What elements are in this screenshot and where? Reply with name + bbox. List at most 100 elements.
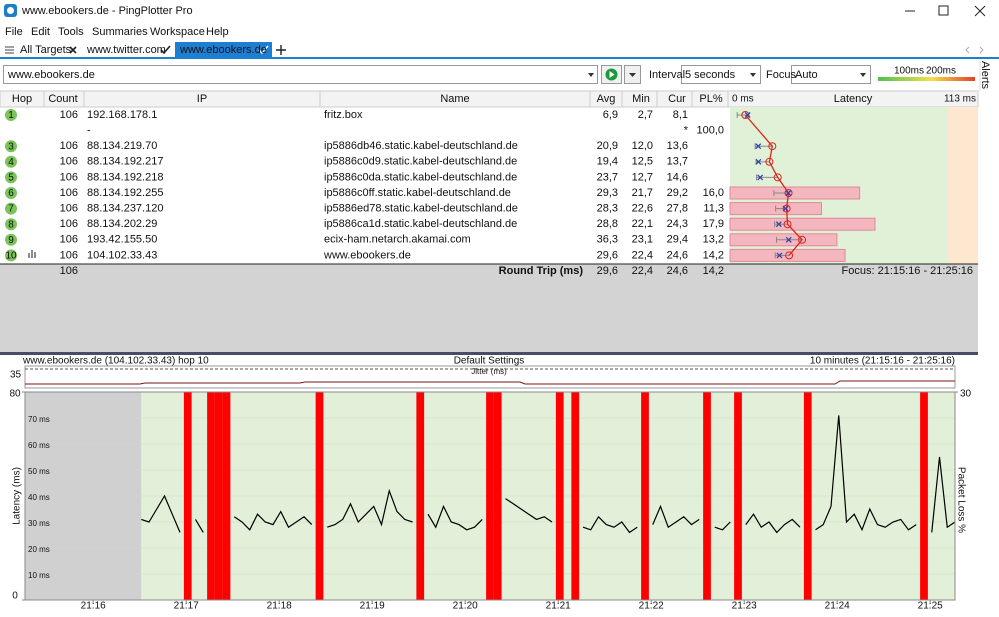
chart-range: 10 minutes (21:15:16 - 21:25:16) <box>810 356 955 367</box>
hop-name[interactable]: ip5886db46.static.kabel-deutschland.de <box>324 140 518 152</box>
tab-label[interactable]: www.ebookers.de <box>179 44 267 56</box>
hop-stat: 12,7 <box>632 171 653 183</box>
hop-stat: 29,4 <box>667 234 688 246</box>
column-header[interactable]: Cur <box>668 93 686 105</box>
hop-stat: 14,2 <box>703 249 724 261</box>
menu-item[interactable]: Help <box>206 26 229 38</box>
hop-stat: 28,8 <box>597 218 618 230</box>
hop-stat: 23,7 <box>597 171 618 183</box>
x-tick-label: 21:24 <box>825 601 850 612</box>
hop-number: 3 <box>8 141 14 152</box>
hop-number: 4 <box>8 157 14 168</box>
menu-item[interactable]: Edit <box>31 26 50 38</box>
hop-name[interactable]: ip5886ed78.static.kabel-deutschland.de <box>324 203 518 215</box>
x-tick-label: 21:20 <box>453 601 478 612</box>
hop-stat: 14,6 <box>667 171 688 183</box>
hop-number: 10 <box>5 251 17 262</box>
hop-stat: 8,1 <box>673 109 688 121</box>
hop-name[interactable]: ecix-ham.netarch.akamai.com <box>324 234 471 246</box>
column-header[interactable]: Name <box>440 93 469 105</box>
latency-scale-min: 0 ms <box>732 94 754 105</box>
tab-label[interactable]: All Targets <box>20 44 72 56</box>
hop-ip: 88.134.192.255 <box>87 187 163 199</box>
hop-count: 106 <box>60 109 78 121</box>
hop-name[interactable]: ip5886c0da.static.kabel-deutschland.de <box>324 171 517 183</box>
x-tick-label: 21:16 <box>81 601 106 612</box>
hop-stat: 16,0 <box>703 187 724 199</box>
column-header[interactable]: Count <box>48 93 77 105</box>
hop-ip: 88.134.202.29 <box>87 218 157 230</box>
jitter-max: 35 <box>10 370 22 381</box>
hop-number: 8 <box>8 219 14 230</box>
app-icon-dot <box>7 7 14 14</box>
chart-title: www.ebookers.de (104.102.33.43) hop 10 <box>22 356 209 367</box>
add-tab-button[interactable] <box>276 45 286 55</box>
graph-icon <box>29 250 35 258</box>
y-tick-label: 70 ms <box>28 415 50 424</box>
hop-stat: 13,6 <box>667 140 688 152</box>
y-tick-label: 30 ms <box>28 519 50 528</box>
hop-ip: 104.102.33.43 <box>87 249 157 261</box>
hop-ip: 193.42.155.50 <box>87 234 157 246</box>
hop-stat: 100,0 <box>696 125 724 137</box>
hop-stat: 17,9 <box>703 218 724 230</box>
column-header[interactable]: Avg <box>597 93 616 105</box>
x-tick-label: 21:17 <box>174 601 199 612</box>
x-tick-label: 21:22 <box>639 601 664 612</box>
footer-stat: 22,4 <box>632 265 653 277</box>
interval-label: Interval <box>649 69 685 81</box>
hop-name[interactable]: ip5886c0ff.static.kabel-deutschland.de <box>324 187 511 199</box>
hop-ip: 88.134.219.70 <box>87 140 157 152</box>
alerts-tab[interactable]: Alerts <box>979 61 991 90</box>
y-tick-label: 40 ms <box>28 493 50 502</box>
packet-loss-bar <box>730 187 860 199</box>
hop-name[interactable]: www.ebookers.de <box>323 249 411 261</box>
window-title: www.ebookers.de - PingPlotter Pro <box>21 5 193 17</box>
table-header <box>0 91 978 107</box>
hop-stat: 23,1 <box>632 234 653 246</box>
latency-color-scale <box>878 77 975 81</box>
menu-item[interactable]: Workspace <box>150 26 205 38</box>
hop-count: 106 <box>60 171 78 183</box>
y-tick-label: 0 <box>12 591 18 602</box>
interval-value: 5 seconds <box>685 69 736 81</box>
hop-name[interactable]: ip5886c0d9.static.kabel-deutschland.de <box>324 156 517 168</box>
tab-scroll[interactable] <box>966 47 983 53</box>
menu-icon[interactable] <box>5 47 14 53</box>
column-header[interactable]: Latency <box>834 93 873 105</box>
column-header[interactable]: PL% <box>699 93 722 105</box>
y-tick-label: 80 <box>9 389 21 400</box>
hop-count: 106 <box>60 218 78 230</box>
hop-count: 106 <box>60 249 78 261</box>
hop-stat: 22,4 <box>632 249 653 261</box>
hop-ip: 88.134.192.218 <box>87 171 163 183</box>
y-tick-label: 50 ms <box>28 467 50 476</box>
hop-number: 9 <box>8 235 14 246</box>
hop-ip: - <box>87 125 91 137</box>
x-tick-label: 21:23 <box>732 601 757 612</box>
table-empty-area <box>0 264 978 352</box>
column-header[interactable]: Min <box>632 93 650 105</box>
menu-item[interactable]: File <box>5 26 23 38</box>
hop-name[interactable]: ip5886ca1d.static.kabel-deutschland.de <box>324 218 517 230</box>
hop-stat: 24,3 <box>667 218 688 230</box>
hop-name[interactable]: fritz.box <box>324 109 363 121</box>
y-tick-label: 20 ms <box>28 545 50 554</box>
target-input: www.ebookers.de <box>7 69 95 81</box>
focus-value: Auto <box>795 69 818 81</box>
tab-label[interactable]: www.twitter.com <box>86 44 166 56</box>
x-tick-label: 21:25 <box>918 601 943 612</box>
hop-stat: 29,6 <box>597 249 618 261</box>
footer-stat: 24,6 <box>667 265 688 277</box>
column-header[interactable]: IP <box>197 93 207 105</box>
hop-stat: 21,7 <box>632 187 653 199</box>
column-header[interactable]: Hop <box>12 93 32 105</box>
menu-item[interactable]: Tools <box>58 26 84 38</box>
menu-item[interactable]: Summaries <box>92 26 148 38</box>
pane-splitter[interactable] <box>0 352 978 355</box>
hop-count: 106 <box>60 140 78 152</box>
hop-stat: 12,5 <box>632 156 653 168</box>
hop-number: 6 <box>8 188 14 199</box>
